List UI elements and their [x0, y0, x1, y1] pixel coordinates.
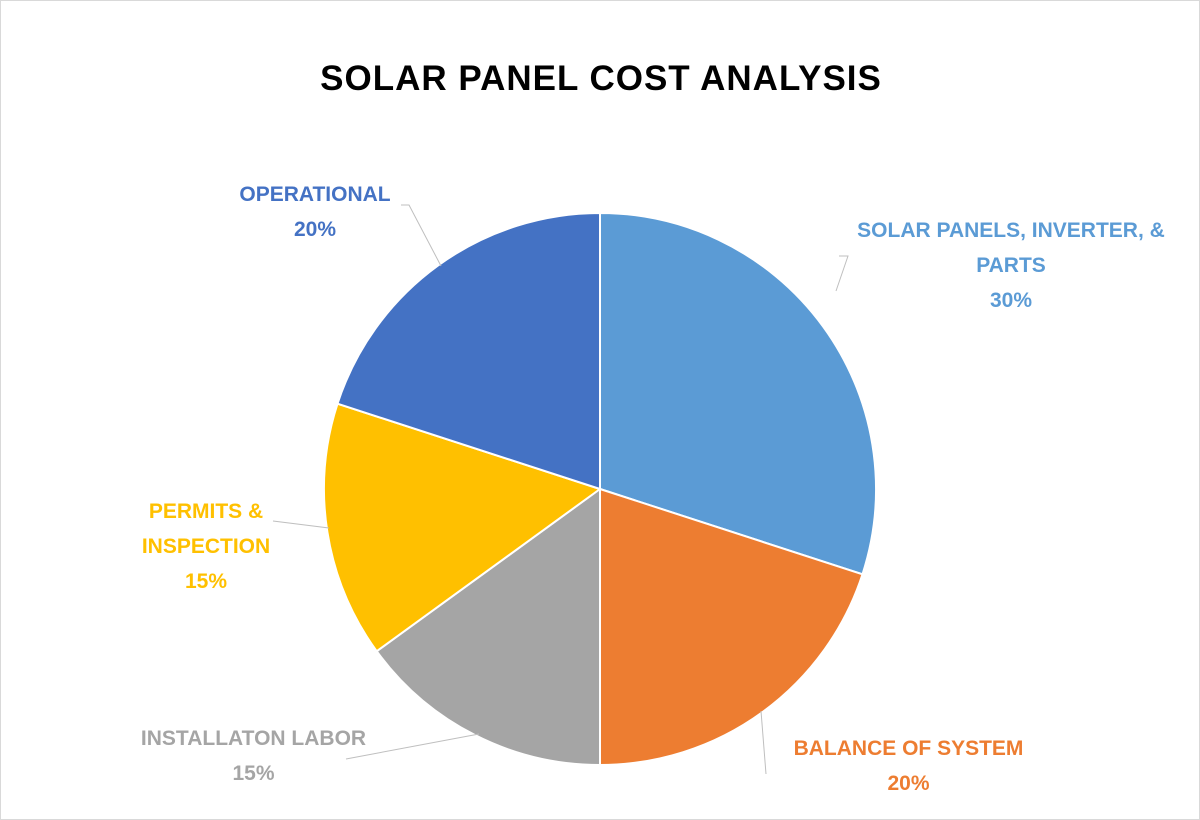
- leader-line: [345, 733, 480, 760]
- category-label: INSTALLATON LABOR: [140, 727, 367, 750]
- data-label: INSTALLATON LABOR 15%: [121, 721, 386, 791]
- data-label: BALANCE OF SYSTEM 20%: [771, 731, 1046, 801]
- leader-line: [760, 710, 767, 775]
- slices: [323, 211, 877, 767]
- data-label: SOLAR PANELS, INVERTER, & PARTS 30%: [846, 213, 1176, 318]
- pie-slice: [336, 211, 601, 491]
- pie-slice: [599, 211, 877, 576]
- category-label: OPERATIONAL: [239, 183, 391, 206]
- value-label: 15%: [232, 762, 275, 785]
- category-label: BALANCE OF SYSTEM: [793, 737, 1024, 760]
- pie-slice: [323, 402, 603, 653]
- value-label: 30%: [989, 289, 1033, 312]
- category-label: PERMITS & INSPECTION: [141, 500, 271, 558]
- leader-line: [272, 520, 330, 529]
- data-label: OPERATIONAL 20%: [205, 177, 425, 247]
- value-label: 20%: [887, 772, 930, 795]
- value-label: 15%: [184, 570, 228, 593]
- chart-title: SOLAR PANEL COST ANALYSIS: [320, 59, 882, 98]
- pie-slice: [599, 487, 864, 767]
- leader-line: [401, 204, 442, 267]
- category-label: SOLAR PANELS, INVERTER, & PARTS: [857, 219, 1165, 277]
- leader-line: [835, 255, 849, 292]
- data-label: PERMITS & INSPECTION 15%: [121, 494, 291, 599]
- value-label: 20%: [293, 218, 337, 241]
